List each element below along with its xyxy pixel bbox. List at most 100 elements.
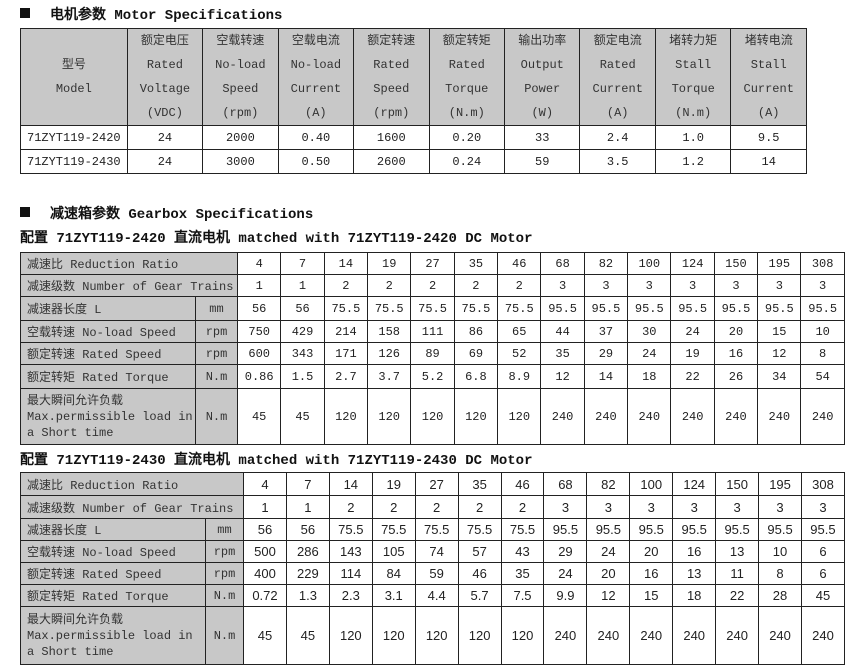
gearbox-table-2420: 减速比 Reduction Ratio 4 7 14 19 27 35 46 68 82 100 12…: [19, 252, 845, 445]
header-line: Rated: [599, 58, 636, 72]
value-cell: 3: [627, 274, 672, 297]
value-cell: 89: [410, 342, 455, 365]
value-cell: 57: [457, 540, 502, 563]
gearbox-table-1-title: 配置 71ZYT119-2420 直流电机 matched with 71ZYT…: [20, 231, 533, 247]
value-cell: 124: [670, 252, 715, 275]
value-cell: 240: [757, 388, 802, 445]
value-cell: 171: [323, 342, 369, 365]
table-row: 空载转速 No-load Speed rpm 500 286 143 105 74 57 43 2…: [20, 540, 845, 563]
value-cell: 86: [453, 320, 499, 343]
value-cell: 2: [497, 274, 542, 297]
value-cell: 16: [629, 562, 674, 585]
row-label: 最大瞬间允许负载 Max.permissible load in a Short…: [20, 388, 196, 445]
value-cell: 3: [757, 274, 802, 297]
value-cell: 45: [243, 606, 287, 665]
value-cell: 3: [540, 274, 585, 297]
value-cell: 2: [410, 274, 455, 297]
value-cell: 75.5: [410, 296, 455, 321]
row-label: 减速级数 Number of Gear Trains: [19, 495, 245, 519]
header-line: No-load: [290, 58, 342, 72]
bullet-square-icon: [20, 8, 30, 18]
row-label: 减速比 Reduction Ratio: [19, 472, 245, 496]
unit-cell: N.m: [204, 584, 245, 607]
value-cell: 95.5: [800, 296, 845, 321]
value-cell: 12: [586, 584, 631, 607]
header-row: 型号 Model 额定电压 Rated Voltage (VDC) 空载转速 No-load S…: [20, 28, 807, 126]
value-cell: 75.5: [453, 296, 499, 321]
header-line: (A): [305, 106, 327, 120]
value-cell: 1.0: [654, 125, 732, 150]
unit-cell: N.m: [194, 364, 239, 389]
table-row: 额定转速 Rated Speed rpm 600 343 171 126 89 69 52 35 2…: [20, 342, 845, 365]
value-cell: 22: [670, 364, 715, 389]
value-cell: 15: [757, 320, 802, 343]
value-cell: 240: [800, 388, 845, 445]
value-cell: 15: [629, 584, 674, 607]
value-cell: 75.5: [371, 518, 416, 541]
row-label: 减速级数 Number of Gear Trains: [19, 274, 239, 297]
value-cell: 240: [627, 388, 672, 445]
header-line: Stall: [750, 58, 787, 72]
table-row: 71ZYT119-2430 24 3000 0.50 2600 0.24 59 3.5 1.2 1…: [20, 149, 807, 174]
value-cell: 1.5: [280, 364, 325, 389]
header-line: Model: [55, 82, 92, 96]
value-cell: 8: [800, 342, 845, 365]
value-cell: 19: [670, 342, 715, 365]
value-cell: 3.1: [371, 584, 416, 607]
table-row: 最大瞬间允许负载 Max.permissible load in a Short…: [20, 388, 845, 445]
value-cell: 35: [500, 562, 545, 585]
value-cell: 2000: [202, 125, 279, 150]
value-cell: 56: [237, 296, 282, 321]
header-line: (rpm): [373, 106, 410, 120]
unit-cell: rpm: [204, 562, 245, 585]
value-cell: 2: [323, 274, 369, 297]
value-cell: 24: [627, 342, 672, 365]
value-cell: 19: [367, 252, 412, 275]
header-line: Torque: [445, 82, 489, 96]
motor-spec-table: 型号 Model 额定电压 Rated Voltage (VDC) 空载转速 No-load S…: [20, 28, 807, 174]
value-cell: 95.5: [670, 296, 715, 321]
value-cell: 500: [243, 540, 287, 563]
bullet-square-icon: [20, 207, 30, 217]
table-row: 减速级数 Number of Gear Trains 1 1 2 2 2 2 2 3 3 3 3 3 3 3: [19, 274, 845, 297]
header-line: 额定转矩: [442, 34, 491, 48]
value-cell: 240: [670, 388, 715, 445]
value-cell: 75.5: [323, 296, 369, 321]
row-label: 最大瞬间允许负载 Max.permissible load in a Short…: [20, 606, 206, 665]
value-cell: 19: [371, 472, 416, 496]
value-cell: 10: [758, 540, 802, 563]
value-cell: 240: [540, 388, 585, 445]
value-cell: 195: [757, 252, 802, 275]
value-cell: 8.9: [497, 364, 542, 389]
value-cell: 46: [497, 252, 542, 275]
value-cell: 68: [540, 252, 585, 275]
value-cell: 3.7: [367, 364, 412, 389]
column-header: 空载转速 No-load Speed (rpm): [202, 28, 279, 126]
header-line: Speed: [222, 82, 259, 96]
value-cell: 158: [367, 320, 412, 343]
value-cell: 59: [414, 562, 459, 585]
value-cell: 1: [280, 274, 325, 297]
value-cell: 14: [730, 149, 807, 174]
value-cell: 150: [713, 252, 759, 275]
value-cell: 750: [237, 320, 282, 343]
value-cell: 56: [280, 296, 325, 321]
value-cell: 65: [497, 320, 542, 343]
value-cell: 13: [672, 562, 717, 585]
row-label: 减速器长度 L: [20, 296, 196, 321]
value-cell: 45: [237, 388, 282, 445]
unit-cell: N.m: [204, 606, 245, 665]
value-cell: 120: [410, 388, 455, 445]
row-label: 额定转矩 Rated Torque: [20, 364, 196, 389]
value-cell: 240: [801, 606, 845, 665]
value-cell: 43: [500, 540, 545, 563]
value-cell: 45: [285, 606, 330, 665]
motor-spec-title: 电机参数 Motor Specifications: [20, 4, 282, 24]
value-cell: 3: [629, 495, 674, 519]
value-cell: 5.7: [457, 584, 502, 607]
value-cell: 2: [500, 495, 545, 519]
unit-cell: rpm: [194, 342, 239, 365]
value-cell: 12: [757, 342, 802, 365]
value-cell: 95.5: [540, 296, 585, 321]
value-cell: 16: [713, 342, 759, 365]
